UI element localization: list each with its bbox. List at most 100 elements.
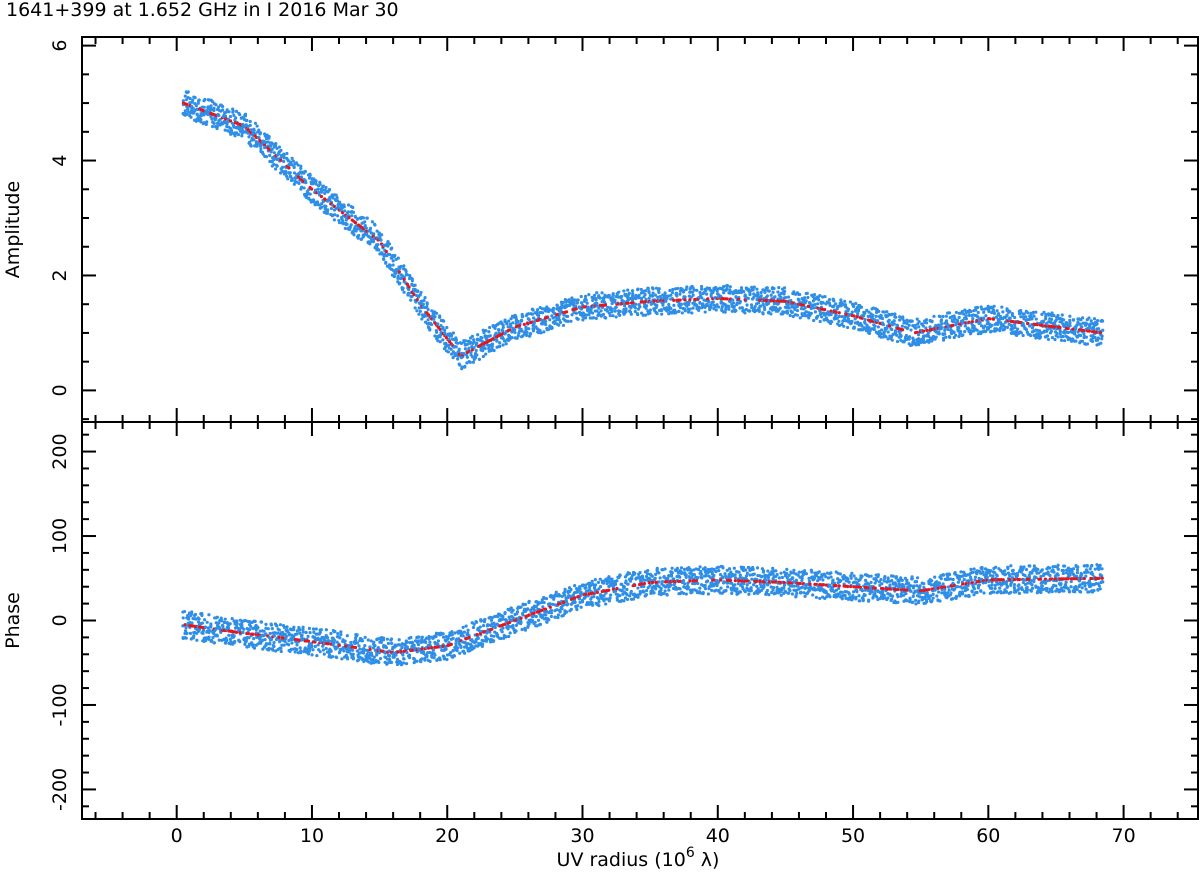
data-point (537, 618, 541, 622)
data-point (917, 325, 921, 329)
model-point (519, 616, 523, 620)
data-point (282, 152, 286, 156)
data-point (797, 298, 801, 302)
data-point (404, 269, 408, 274)
data-point (899, 334, 903, 338)
data-point (930, 319, 934, 323)
data-point (447, 343, 451, 347)
data-point (321, 644, 325, 648)
data-point (683, 582, 687, 586)
data-point (387, 263, 392, 267)
data-point (717, 565, 721, 569)
data-point (507, 334, 511, 338)
model-point (834, 310, 838, 314)
data-point (594, 316, 598, 321)
model-point (185, 102, 189, 106)
data-point (954, 333, 958, 337)
data-point (356, 236, 360, 240)
amplitude-axis-label: Amplitude (2, 181, 24, 278)
data-point (578, 586, 582, 590)
data-point (504, 635, 508, 639)
data-point (539, 331, 543, 335)
data-point (187, 616, 191, 620)
data-point (733, 309, 737, 314)
data-point (291, 159, 295, 163)
data-point (721, 288, 726, 292)
data-point (417, 312, 421, 316)
data-point (513, 330, 517, 335)
data-point (405, 645, 409, 649)
data-point (576, 317, 580, 321)
data-point (294, 161, 299, 165)
data-point (678, 292, 682, 296)
data-point (553, 615, 557, 619)
data-point (376, 242, 380, 247)
data-point (653, 293, 657, 297)
data-point (1096, 327, 1101, 331)
data-point (723, 310, 727, 314)
data-point (816, 302, 820, 306)
data-point (540, 311, 545, 315)
model-point (631, 301, 635, 305)
data-point (605, 309, 609, 313)
data-point (583, 316, 588, 320)
data-point (684, 575, 688, 580)
data-point (1002, 327, 1007, 331)
data-point (725, 287, 729, 291)
data-point (201, 631, 205, 635)
data-point (461, 634, 465, 638)
data-point (535, 308, 540, 312)
data-point (199, 120, 203, 124)
data-point (445, 657, 449, 662)
data-point (281, 165, 285, 169)
data-point (725, 283, 729, 288)
data-point (1022, 312, 1026, 316)
data-point (182, 609, 187, 614)
data-point (351, 656, 355, 660)
data-point (228, 622, 232, 626)
data-point (647, 296, 651, 300)
data-point (572, 599, 577, 603)
data-point (391, 263, 395, 267)
data-point (270, 627, 274, 631)
data-point (304, 630, 308, 635)
data-point (282, 625, 287, 630)
model-point (1066, 326, 1070, 331)
data-point (223, 617, 227, 621)
data-point (268, 631, 272, 636)
data-point (501, 626, 505, 630)
data-point (631, 597, 636, 601)
data-point (375, 653, 379, 657)
data-point (231, 123, 236, 128)
data-point (386, 244, 390, 248)
data-point (975, 305, 980, 310)
data-point (807, 301, 812, 305)
data-point (369, 661, 373, 665)
data-point (436, 639, 440, 643)
data-point (267, 136, 271, 140)
data-point (334, 193, 338, 197)
data-point (749, 303, 754, 307)
data-point (191, 636, 195, 640)
model-point (548, 605, 552, 609)
data-point (657, 571, 661, 575)
data-point (1087, 316, 1091, 320)
data-point (597, 597, 601, 601)
data-point (914, 326, 918, 330)
data-point (449, 650, 453, 655)
data-point (423, 296, 427, 300)
data-point (772, 286, 776, 291)
model-point (353, 645, 358, 650)
data-point (1030, 326, 1035, 330)
data-point (569, 607, 573, 612)
data-point (295, 647, 299, 652)
data-point (783, 289, 787, 293)
data-point (660, 312, 664, 316)
data-point (217, 638, 221, 642)
data-point (184, 636, 188, 640)
model-point (683, 298, 687, 302)
data-point (804, 310, 808, 314)
data-point (620, 588, 624, 593)
data-point (728, 290, 733, 294)
data-point (292, 628, 296, 632)
